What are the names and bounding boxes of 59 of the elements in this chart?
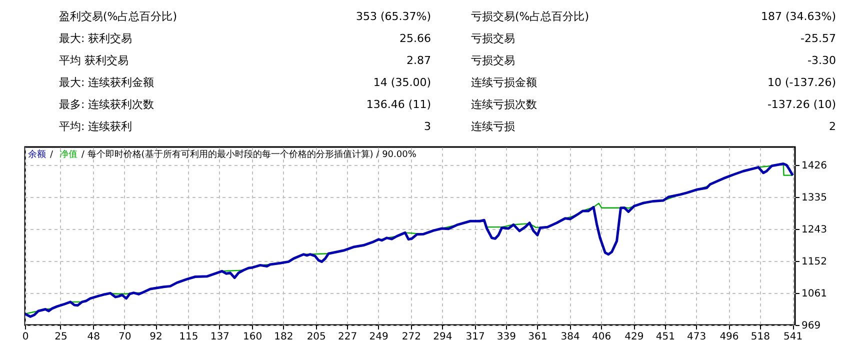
x-tick-label: 541 bbox=[784, 332, 803, 341]
x-tick-label: 0 bbox=[22, 332, 29, 341]
text: 亏损交易 bbox=[471, 32, 515, 45]
text: 连续亏损金额 bbox=[471, 76, 537, 89]
x-tick-label: 92 bbox=[150, 332, 162, 341]
y-tick-label: 1152 bbox=[802, 256, 827, 268]
x-tick-label: 227 bbox=[338, 332, 358, 341]
x-tick-label: 429 bbox=[624, 332, 644, 341]
text: 连续亏损 bbox=[471, 120, 515, 133]
text: 最大: 获利交易 bbox=[59, 32, 132, 45]
text: 净值 bbox=[59, 149, 78, 160]
text: 3 bbox=[424, 120, 431, 133]
x-tick-label: 294 bbox=[433, 332, 452, 341]
x-tick-label: 518 bbox=[750, 332, 770, 341]
text: -137.26 (10) bbox=[767, 98, 836, 111]
text: 余额 bbox=[28, 149, 46, 160]
x-tick-label: 205 bbox=[306, 332, 326, 341]
text: 14 (35.00) bbox=[373, 76, 431, 89]
x-tick-label: 249 bbox=[369, 332, 388, 341]
text: 亏损交易(%占总百分比) bbox=[471, 10, 590, 23]
x-tick-label: 25 bbox=[54, 332, 68, 341]
text: 盈利交易(%占总百分比) bbox=[59, 10, 178, 23]
x-tick-label: 160 bbox=[242, 332, 262, 341]
y-tick-label: 1243 bbox=[802, 224, 827, 236]
annotation: / 每个即时价格(基于所有可利用的最小时段的每一个价格的分形插值计算) / 90.00% bbox=[81, 149, 417, 160]
text: 连续亏损次数 bbox=[471, 98, 537, 111]
x-tick-label: 406 bbox=[592, 332, 612, 341]
text: 25.66 bbox=[400, 32, 431, 45]
text: 最多: 连续获利次数 bbox=[59, 98, 154, 111]
text: 187 (34.63%) bbox=[760, 10, 836, 23]
x-tick-label: 361 bbox=[528, 332, 548, 341]
text: 平均: 连续获利 bbox=[59, 120, 132, 133]
text: 2 bbox=[829, 120, 836, 133]
x-tick-label: 48 bbox=[87, 332, 100, 341]
y-tick-label: 1426 bbox=[802, 160, 827, 172]
x-tick-label: 70 bbox=[118, 332, 132, 341]
annotation: / bbox=[50, 150, 54, 160]
x-tick-label: 115 bbox=[179, 332, 198, 341]
x-tick-label: 137 bbox=[210, 332, 230, 341]
text: 最大: 连续获利金额 bbox=[59, 76, 154, 89]
text: 平均 获利交易 bbox=[59, 54, 128, 67]
x-tick-label: 384 bbox=[560, 332, 580, 341]
text: -25.57 bbox=[800, 32, 836, 45]
y-tick-label: 969 bbox=[802, 320, 821, 332]
x-tick-label: 473 bbox=[687, 332, 706, 341]
text: 10 (-137.26) bbox=[767, 76, 836, 89]
text: 2.87 bbox=[406, 54, 431, 67]
text: 136.46 (11) bbox=[366, 98, 431, 111]
text: 353 (65.37%) bbox=[356, 10, 431, 23]
y-tick-label: 1061 bbox=[802, 288, 827, 300]
x-tick-label: 272 bbox=[402, 332, 421, 341]
x-tick-label: 182 bbox=[274, 332, 294, 341]
y-tick-label: 1335 bbox=[802, 192, 827, 204]
x-tick-label: 317 bbox=[466, 332, 485, 341]
x-tick-label: 496 bbox=[720, 332, 739, 341]
text: -3.30 bbox=[808, 54, 836, 67]
text: 亏损交易 bbox=[471, 54, 515, 67]
x-tick-label: 451 bbox=[656, 332, 675, 341]
x-tick-label: 339 bbox=[496, 332, 516, 341]
